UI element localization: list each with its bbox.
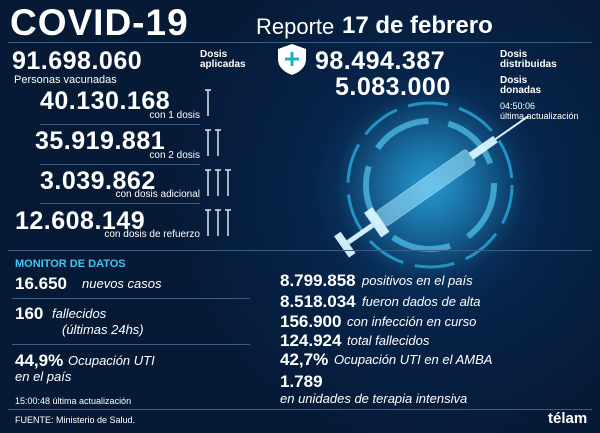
dose-value: 12.608.149 (15, 207, 146, 235)
dose-value: 3.039.862 (40, 167, 156, 195)
monitor-label: positivos en el país (362, 273, 473, 288)
report-date: 17 de febrero (342, 12, 493, 39)
distributed-label: Dosis distribuidas (500, 49, 557, 70)
report-label: Reporte (256, 14, 335, 39)
donated-label: Dosis donadas (500, 75, 542, 96)
monitor-label: nuevos casos (82, 276, 162, 291)
dose-label: con 2 dosis (149, 150, 200, 161)
monitor-update: 15:00:48 última actualización (15, 396, 132, 406)
dose-label: con dosis de refuerzo (104, 229, 200, 240)
monitor-value: 16.650 (15, 274, 67, 293)
monitor-value: 160 (15, 304, 44, 323)
source: FUENTE: Ministerio de Salud. (15, 415, 136, 425)
monitor-label: total fallecidos (347, 333, 430, 348)
monitor-label: fallecidos (52, 306, 107, 321)
distributed-value: 98.494.387 (315, 47, 446, 75)
monitor-sublabel: (últimas 24hs) (62, 322, 144, 337)
dose-value: 35.919.881 (35, 127, 166, 155)
monitor-value: 8.518.034 (280, 292, 356, 311)
applied-value: 91.698.060 (12, 47, 143, 75)
monitor-value: 156.900 (280, 312, 342, 331)
title: COVID-19 (10, 2, 189, 43)
monitor-value: 124.924 (280, 331, 342, 350)
dose-label: con 1 dosis (149, 110, 200, 121)
people-label: Personas vacunadas (14, 74, 117, 86)
monitor-label: fueron dados de alta (362, 294, 481, 309)
monitor-label: con infección en curso (347, 314, 477, 329)
monitor-label: Ocupación UTI (68, 353, 155, 368)
monitor-title: MONITOR DE DATOS (15, 258, 126, 270)
applied-label: Dosis aplicadas (200, 49, 246, 70)
monitor-value: 1.789 (280, 372, 323, 391)
monitor-value: 44,9% (15, 351, 64, 370)
update-label: última actualización (500, 111, 579, 121)
monitor-value: 42,7% (280, 350, 329, 369)
monitor-label: en unidades de terapia intensiva (280, 391, 468, 406)
dose-label: con dosis adicional (115, 189, 201, 200)
donated-value: 5.083.000 (335, 73, 451, 101)
dose-value: 40.130.168 (40, 87, 171, 115)
monitor-label: Ocupación UTI en el AMBA (334, 352, 493, 367)
update-time: 04:50:06 (500, 101, 536, 111)
monitor-sublabel: en el país (15, 369, 72, 384)
monitor-value: 8.799.858 (280, 271, 356, 290)
brand: télam (548, 410, 588, 427)
